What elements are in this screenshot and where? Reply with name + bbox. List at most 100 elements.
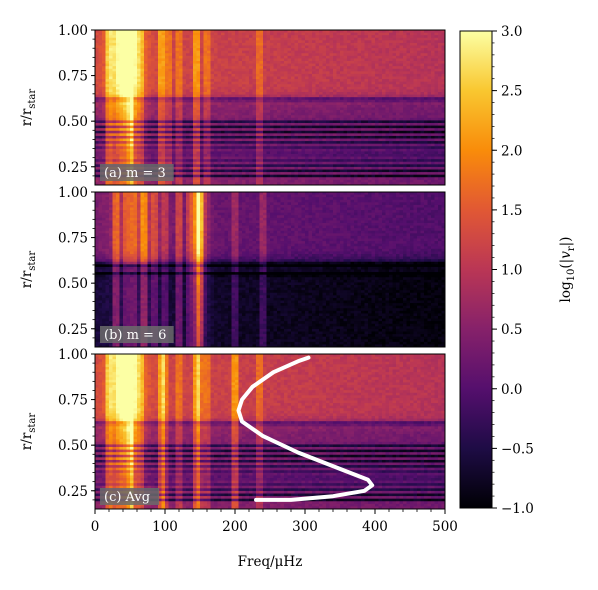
heatmap-cell <box>371 130 376 134</box>
heatmap-cell <box>298 102 303 106</box>
heatmap-cell <box>158 104 163 109</box>
heatmap-cell <box>291 112 296 116</box>
heatmap-cell <box>256 97 261 101</box>
heatmap-cell <box>298 112 303 116</box>
heatmap-cell <box>364 30 369 34</box>
heatmap-cell <box>140 92 145 96</box>
heatmap-cell <box>343 102 348 106</box>
heatmap-cell <box>214 86 219 91</box>
heatmap-cell <box>200 159 205 163</box>
heatmap-cell <box>123 50 128 54</box>
heatmap-cell <box>140 97 145 101</box>
heatmap-cell <box>284 161 289 165</box>
heatmap-cell <box>224 81 229 85</box>
heatmap-cell <box>382 154 387 158</box>
heatmap-cell <box>375 179 380 184</box>
heatmap-cell <box>112 30 117 34</box>
heatmap-cell <box>371 89 376 93</box>
heatmap-cell <box>200 174 205 178</box>
heatmap-cell <box>329 154 334 158</box>
heatmap-cell <box>168 30 173 34</box>
heatmap-cell <box>329 63 334 67</box>
heatmap-cell <box>235 166 240 171</box>
heatmap-cell <box>336 68 341 72</box>
heatmap-cell <box>165 161 170 165</box>
heatmap-cell <box>350 133 355 137</box>
heatmap-cell <box>308 169 313 173</box>
heatmap-cell <box>210 107 215 111</box>
heatmap-cell <box>161 151 166 155</box>
heatmap-cell <box>123 73 128 78</box>
heatmap-cell <box>333 97 338 101</box>
heatmap-cell <box>308 66 313 70</box>
heatmap-cell <box>354 102 359 106</box>
heatmap-cell <box>203 138 208 142</box>
heatmap-cell <box>347 120 352 124</box>
heatmap-cell <box>329 50 334 54</box>
heatmap-cell <box>259 71 264 75</box>
heatmap-cell <box>238 110 243 114</box>
heatmap-cell <box>333 89 338 93</box>
heatmap-cell <box>382 48 387 52</box>
heatmap-cell <box>207 130 212 134</box>
heatmap-cell <box>336 94 341 98</box>
heatmap-cell <box>98 161 103 165</box>
heatmap-cell <box>263 61 268 65</box>
heatmap-cell <box>193 146 198 150</box>
heatmap-cell <box>245 89 250 93</box>
heatmap-cell <box>291 107 296 111</box>
heatmap-cell <box>168 151 173 155</box>
heatmap-cell <box>168 66 173 70</box>
heatmap-cell <box>284 169 289 173</box>
heatmap-cell <box>329 30 334 34</box>
heatmap-cell <box>249 58 254 62</box>
heatmap-cell <box>375 48 380 52</box>
heatmap-cell <box>336 73 341 78</box>
heatmap-cell <box>294 146 299 150</box>
heatmap-cell <box>228 125 233 129</box>
heatmap-cell <box>123 125 128 129</box>
heatmap-cell <box>119 151 124 155</box>
heatmap-cell <box>291 110 296 114</box>
heatmap-cell <box>277 37 282 41</box>
heatmap-cell <box>228 120 233 124</box>
heatmap-cell <box>203 86 208 91</box>
heatmap-cell <box>245 156 250 160</box>
heatmap-cell <box>154 146 159 150</box>
heatmap-cell <box>245 143 250 147</box>
heatmap-cell <box>298 73 303 78</box>
heatmap-cell <box>322 66 327 70</box>
heatmap-cell <box>301 81 306 85</box>
heatmap-cell <box>361 151 366 155</box>
heatmap-cell <box>263 71 268 75</box>
heatmap-cell <box>221 97 226 101</box>
heatmap-cell <box>294 92 299 96</box>
heatmap-cell <box>179 86 184 91</box>
heatmap-cell <box>263 148 268 153</box>
heatmap-cell <box>319 133 324 137</box>
heatmap-cell <box>266 141 271 145</box>
heatmap-cell <box>158 66 163 70</box>
heatmap-cell <box>256 120 261 124</box>
heatmap-cell <box>343 179 348 184</box>
heatmap-cell <box>350 42 355 47</box>
heatmap-cell <box>357 68 362 72</box>
heatmap-cell <box>256 68 261 72</box>
heatmap-cell <box>277 154 282 158</box>
heatmap-cell <box>273 179 278 184</box>
heatmap-cell <box>375 172 380 176</box>
heatmap-cell <box>203 104 208 109</box>
heatmap-cell <box>368 66 373 70</box>
heatmap-cell <box>200 115 205 119</box>
heatmap-cell <box>266 53 271 57</box>
heatmap-cell <box>284 182 289 185</box>
heatmap-cell <box>319 128 324 132</box>
heatmap-cell <box>375 89 380 93</box>
heatmap-cell <box>119 156 124 160</box>
heatmap-cell <box>375 30 380 34</box>
heatmap-cell <box>322 30 327 34</box>
heatmap-cell <box>203 130 208 134</box>
heatmap-cell <box>116 107 121 111</box>
heatmap-cell <box>203 84 208 88</box>
heatmap-cell <box>375 141 380 145</box>
